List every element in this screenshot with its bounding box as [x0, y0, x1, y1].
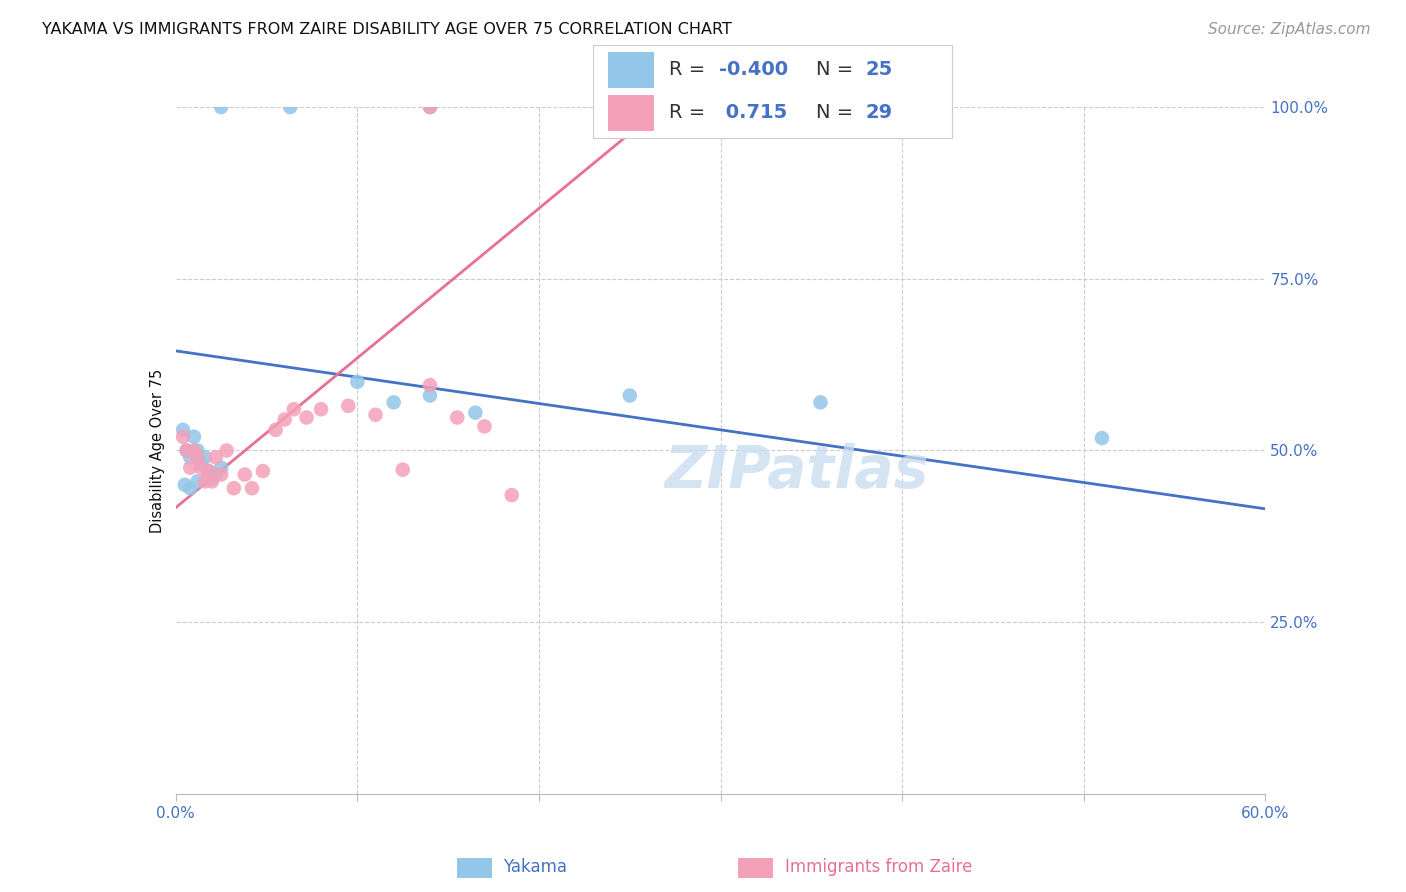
Text: R =: R = — [669, 61, 711, 79]
Point — [464, 406, 486, 420]
Point — [197, 464, 219, 478]
Point — [278, 100, 301, 114]
Text: -0.400: -0.400 — [718, 61, 787, 79]
Point — [204, 467, 226, 482]
Text: 29: 29 — [866, 103, 893, 122]
Point — [309, 402, 332, 417]
Point — [337, 399, 360, 413]
Point — [194, 450, 217, 465]
Point — [176, 443, 198, 458]
Text: 25: 25 — [866, 61, 893, 79]
Point — [173, 478, 195, 492]
Point — [364, 408, 387, 422]
Point — [283, 402, 305, 417]
Point — [233, 467, 256, 482]
Point — [222, 481, 245, 495]
Point — [295, 410, 318, 425]
Point — [619, 388, 641, 402]
Point — [190, 457, 212, 471]
Point — [172, 430, 194, 444]
Point — [419, 100, 441, 114]
Text: Yakama: Yakama — [503, 858, 568, 876]
Point — [179, 460, 201, 475]
Point — [419, 100, 441, 114]
Point — [264, 423, 287, 437]
Point — [209, 467, 232, 482]
Point — [172, 423, 194, 437]
Point — [501, 488, 523, 502]
Point — [1091, 431, 1114, 445]
Point — [382, 395, 405, 409]
Point — [194, 475, 217, 489]
Text: R =: R = — [669, 103, 711, 122]
Point — [209, 100, 232, 114]
Point — [419, 388, 441, 402]
Point — [215, 443, 238, 458]
Point — [186, 443, 209, 458]
Point — [197, 464, 219, 478]
Point — [186, 475, 209, 489]
Point — [176, 443, 198, 458]
Point — [252, 464, 274, 478]
Point — [190, 460, 212, 475]
Bar — [607, 95, 654, 131]
Point — [391, 463, 413, 477]
Point — [179, 450, 201, 465]
Point — [201, 475, 224, 489]
Point — [183, 430, 205, 444]
Bar — [607, 52, 654, 87]
Point — [204, 450, 226, 465]
Point — [446, 410, 468, 425]
Point — [274, 412, 297, 426]
Point — [419, 378, 441, 392]
Text: ZIPatlas: ZIPatlas — [665, 442, 929, 500]
Point — [179, 481, 201, 495]
Text: 0.715: 0.715 — [718, 103, 787, 122]
Point — [186, 450, 209, 465]
Point — [346, 375, 368, 389]
Point — [810, 395, 832, 409]
Point — [183, 443, 205, 458]
Point — [201, 471, 224, 485]
Text: Immigrants from Zaire: Immigrants from Zaire — [785, 858, 972, 876]
Point — [240, 481, 263, 495]
Text: YAKAMA VS IMMIGRANTS FROM ZAIRE DISABILITY AGE OVER 75 CORRELATION CHART: YAKAMA VS IMMIGRANTS FROM ZAIRE DISABILI… — [42, 22, 733, 37]
Point — [209, 460, 232, 475]
Text: Source: ZipAtlas.com: Source: ZipAtlas.com — [1208, 22, 1371, 37]
Point — [474, 419, 496, 434]
Text: N =: N = — [815, 103, 859, 122]
Y-axis label: Disability Age Over 75: Disability Age Over 75 — [150, 368, 166, 533]
Text: N =: N = — [815, 61, 859, 79]
